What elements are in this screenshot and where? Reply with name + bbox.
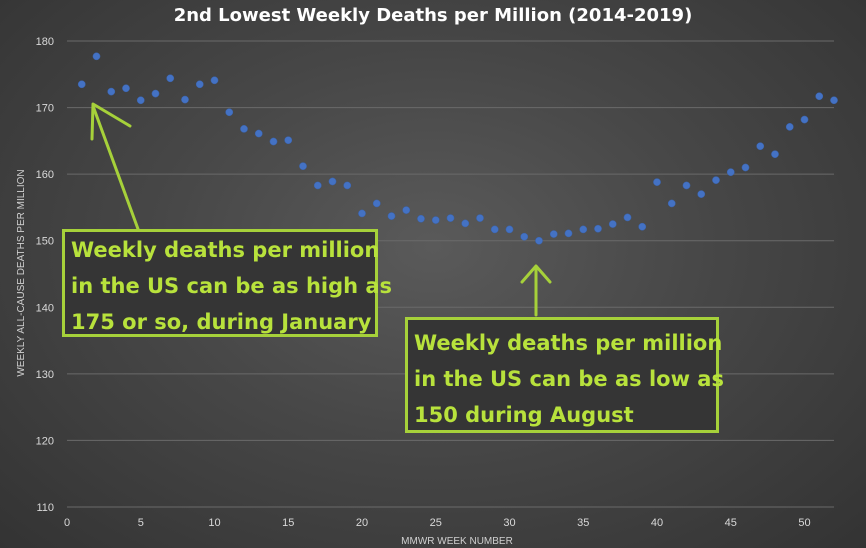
y-tick-label: 130 (36, 369, 54, 381)
data-point (181, 95, 189, 104)
data-point (446, 214, 455, 222)
data-point (269, 137, 278, 146)
x-tick-label: 0 (64, 517, 70, 529)
data-point (461, 219, 470, 228)
y-tick-label: 120 (36, 435, 54, 447)
y-tick-label: 150 (36, 236, 54, 248)
annotation-low: Weekly deaths per million in the US can … (405, 317, 724, 433)
chart-title: 2nd Lowest Weekly Deaths per Million (20… (174, 5, 693, 26)
annotation-high: Weekly deaths per million in the US can … (62, 229, 393, 337)
data-point (431, 216, 440, 224)
data-point (682, 181, 691, 190)
data-point (505, 225, 514, 234)
data-point (299, 162, 307, 171)
data-point (667, 199, 676, 208)
data-point (284, 136, 293, 145)
data-point (254, 129, 263, 138)
data-point (122, 84, 130, 93)
data-point (136, 96, 145, 105)
annotation-high-line-1: Weekly deaths per million (71, 238, 380, 262)
x-tick-label: 20 (356, 517, 368, 529)
high-annotation-arrow (90, 102, 140, 231)
x-tick-label: 40 (651, 517, 663, 529)
x-axis-title: MMWR WEEK NUMBER (401, 536, 513, 547)
arrow-shaft (91, 104, 140, 231)
x-tick-label: 35 (577, 517, 589, 529)
data-point (476, 214, 484, 222)
data-point (638, 222, 647, 231)
data-point (653, 178, 661, 186)
x-tick-label: 15 (282, 517, 294, 529)
data-point (564, 229, 573, 238)
low-annotation-arrow (520, 264, 552, 317)
data-point (623, 213, 632, 222)
data-point (815, 92, 824, 101)
data-point (151, 89, 160, 98)
data-point (771, 150, 779, 159)
x-tick-label: 45 (725, 517, 737, 529)
annotation-low-line-3: 150 during August (414, 403, 634, 427)
data-point (313, 181, 322, 190)
data-point (830, 96, 838, 105)
y-tick-label: 180 (36, 36, 54, 48)
y-tick-label: 140 (36, 302, 54, 314)
annotation-high-line-2: in the US can be as high as (71, 274, 393, 298)
y-axis-title: WEEKLY ALL-CAUSE DEATHS PER MILLION (16, 169, 27, 376)
data-point (387, 212, 396, 220)
data-point (77, 80, 86, 89)
data-point (210, 76, 219, 85)
data-points (77, 52, 838, 245)
data-point (417, 214, 425, 223)
y-tick-label: 110 (36, 502, 54, 514)
x-tick-label: 5 (138, 517, 144, 529)
data-point (520, 232, 529, 241)
data-point (579, 225, 588, 234)
data-point (756, 142, 765, 151)
data-point (195, 80, 204, 89)
annotation-low-line-1: Weekly deaths per million (414, 331, 723, 355)
annotation-low-line-2: in the US can be as low as (414, 367, 724, 391)
x-axis-ticks: 0 5 10 15 20 25 30 35 40 45 50 (64, 517, 811, 529)
data-point (240, 125, 248, 133)
data-point (402, 206, 411, 214)
data-point (372, 199, 381, 208)
data-point (358, 209, 366, 218)
data-point (712, 176, 720, 184)
annotation-high-line-3: 175 or so, during January (71, 310, 372, 334)
data-point (800, 115, 809, 124)
data-point (535, 236, 543, 245)
x-tick-label: 25 (430, 517, 442, 529)
data-point (785, 123, 794, 131)
data-point (726, 168, 735, 176)
data-point (608, 220, 617, 228)
y-tick-label: 170 (36, 103, 54, 115)
data-point (549, 230, 558, 238)
y-tick-label: 160 (36, 169, 54, 181)
data-point (225, 108, 234, 117)
data-point (741, 163, 750, 172)
data-point (328, 177, 337, 186)
data-point (343, 181, 352, 190)
arrow-head (520, 264, 552, 284)
x-tick-label: 50 (798, 517, 810, 529)
data-point (594, 224, 602, 233)
data-point (697, 190, 706, 198)
x-tick-label: 30 (503, 517, 515, 529)
y-axis-ticks: 110 120 130 140 150 160 170 180 (36, 36, 54, 514)
data-point (92, 52, 101, 61)
x-tick-label: 10 (208, 517, 220, 529)
data-point (166, 74, 175, 83)
data-point (490, 225, 499, 234)
data-point (107, 87, 116, 96)
arrow-head (90, 102, 132, 141)
